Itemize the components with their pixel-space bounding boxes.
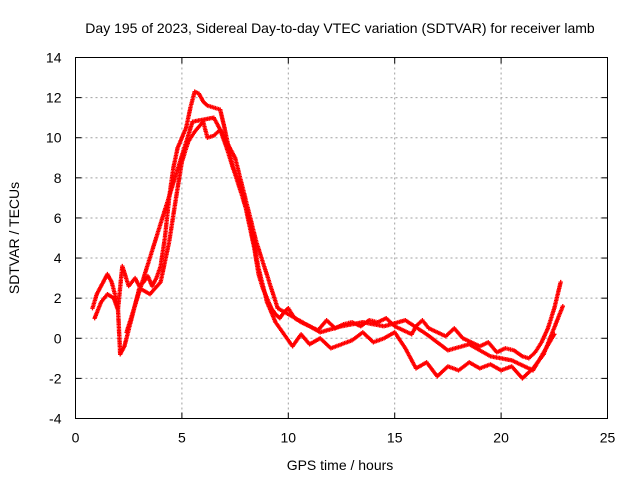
y-tick-label: 0 [54,330,62,346]
x-tick-label: 20 [493,430,509,446]
y-tick-label: 2 [54,290,62,306]
y-axis-label: SDTVAR / TECUs [6,182,22,294]
y-tick-label: 6 [54,210,62,226]
y-tick-label: -4 [49,411,62,427]
y-tick-label: -2 [49,370,62,386]
y-tick-label: 12 [46,90,62,106]
x-tick-label: 25 [600,430,616,446]
y-tick-label: 10 [46,130,62,146]
x-tick-label: 0 [72,430,80,446]
series-track-A [90,89,563,361]
grid [75,57,608,419]
x-tick-label: 5 [178,430,186,446]
data-point [560,304,565,309]
x-tick-label: 10 [281,430,297,446]
x-tick-label: 15 [387,430,403,446]
data-series [90,89,565,381]
plot-border [75,57,608,419]
y-tick-label: 14 [46,50,62,66]
data-point [552,332,557,337]
y-tick-label: 4 [54,250,62,266]
axis-ticks: 0 5 10 15 20 25 -4 -2 0 2 4 6 8 10 12 14 [46,50,616,446]
data-point [558,279,563,285]
x-axis-label: GPS time / hours [287,457,394,473]
chart-title: Day 195 of 2023, Sidereal Day-to-day VTE… [85,20,595,36]
y-tick-label: 8 [54,170,62,186]
series-track-C [124,115,557,373]
